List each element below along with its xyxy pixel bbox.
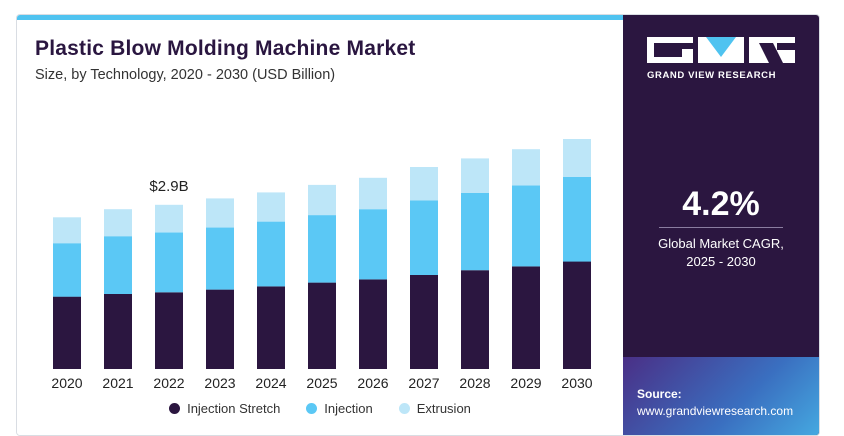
bar-injection-2030 — [563, 176, 591, 262]
grand-view-research-logo: GRAND VIEW RESEARCH — [647, 37, 797, 81]
x-tick-label: 2023 — [204, 375, 235, 391]
chart-card: Plastic Blow Molding Machine Market Size… — [16, 14, 820, 436]
bar-extrusion-2024 — [257, 192, 285, 222]
bar-injection-stretch-2026 — [359, 279, 387, 369]
bar-injection-2020 — [53, 243, 81, 297]
x-tick-label: 2022 — [153, 375, 184, 391]
legend-label: Extrusion — [416, 401, 471, 416]
bar-injection-stretch-2023 — [206, 289, 234, 369]
bar-extrusion-2030 — [563, 139, 591, 177]
bar-extrusion-2029 — [512, 149, 540, 186]
chart-title: Plastic Blow Molding Machine Market — [35, 37, 416, 60]
legend-swatch — [306, 403, 318, 414]
bar-extrusion-2023 — [206, 198, 234, 228]
logo-g-mark — [647, 37, 693, 63]
legend-label: Injection Stretch — [187, 401, 281, 416]
x-tick-label: 2027 — [408, 375, 439, 391]
cagr-divider — [659, 227, 783, 228]
bar-extrusion-2022 — [155, 204, 183, 233]
cagr-value: 4.2% — [682, 185, 760, 223]
x-tick-label: 2028 — [459, 375, 490, 391]
cagr-label: Global Market CAGR, 2025 - 2030 — [623, 235, 819, 271]
bar-extrusion-2026 — [359, 177, 387, 210]
x-tick-label: 2030 — [561, 375, 592, 391]
bar-injection-2025 — [308, 215, 336, 283]
legend-item-injection-stretch: Injection Stretch — [169, 401, 280, 416]
legend-item-injection: Injection — [306, 401, 373, 416]
x-tick-label: 2026 — [357, 375, 388, 391]
data-label-2022: $2.9B — [149, 178, 188, 195]
bar-injection-stretch-2020 — [53, 296, 81, 369]
bar-injection-2021 — [104, 236, 132, 294]
bar-extrusion-2028 — [461, 158, 489, 193]
chart-panel: Plastic Blow Molding Machine Market Size… — [17, 15, 623, 435]
bar-chart: 2020 2021 2022 2023 2024 2025 2026 2027 2028 2029… — [51, 139, 593, 391]
cagr-label-line1: Global Market CAGR, — [658, 236, 784, 251]
brand-panel: GRAND VIEW RESEARCH 4.2% Global Market C… — [623, 15, 819, 435]
bar-extrusion-2025 — [308, 184, 336, 216]
cagr-label-line2: 2025 - 2030 — [686, 254, 756, 269]
legend-swatch — [398, 403, 410, 414]
bar-injection-2023 — [206, 227, 234, 290]
bar-injection-stretch-2022 — [155, 292, 183, 369]
x-tick-label: 2025 — [306, 375, 337, 391]
bar-injection-2026 — [359, 209, 387, 280]
brand-name: GRAND VIEW RESEARCH — [647, 70, 777, 81]
bar-injection-stretch-2028 — [461, 270, 489, 369]
legend-swatch — [169, 403, 181, 414]
bar-injection-stretch-2030 — [563, 261, 591, 369]
source-url[interactable]: www.grandviewresearch.com — [637, 404, 794, 418]
x-tick-label: 2021 — [102, 375, 133, 391]
x-tick-label: 2029 — [510, 375, 541, 391]
bar-injection-stretch-2029 — [512, 266, 540, 369]
chart-legend: Injection Stretch Injection Extrusion — [17, 401, 623, 416]
bar-injection-2029 — [512, 185, 540, 267]
bar-injection-2028 — [461, 193, 489, 271]
legend-item-extrusion: Extrusion — [398, 401, 471, 416]
bar-injection-2027 — [410, 200, 438, 275]
bar-injection-2024 — [257, 221, 285, 287]
bar-extrusion-2027 — [410, 167, 438, 201]
logo-marks — [647, 37, 797, 63]
bar-injection-stretch-2027 — [410, 275, 438, 369]
bar-injection-stretch-2021 — [104, 293, 132, 369]
chart-subtitle: Size, by Technology, 2020 - 2030 (USD Bi… — [35, 67, 336, 83]
bar-injection-2022 — [155, 232, 183, 293]
accent-bar — [17, 15, 623, 20]
source-box: Source: www.grandviewresearch.com — [623, 357, 819, 435]
x-tick-label: 2020 — [51, 375, 82, 391]
bar-extrusion-2020 — [53, 217, 81, 244]
source-label: Source: — [637, 387, 682, 401]
bar-extrusion-2021 — [104, 209, 132, 237]
bar-injection-stretch-2024 — [257, 286, 285, 369]
x-tick-label: 2024 — [255, 375, 286, 391]
logo-v-mark — [698, 37, 744, 63]
bar-injection-stretch-2025 — [308, 282, 336, 369]
legend-label: Injection — [324, 401, 373, 416]
logo-r-mark — [749, 37, 795, 63]
